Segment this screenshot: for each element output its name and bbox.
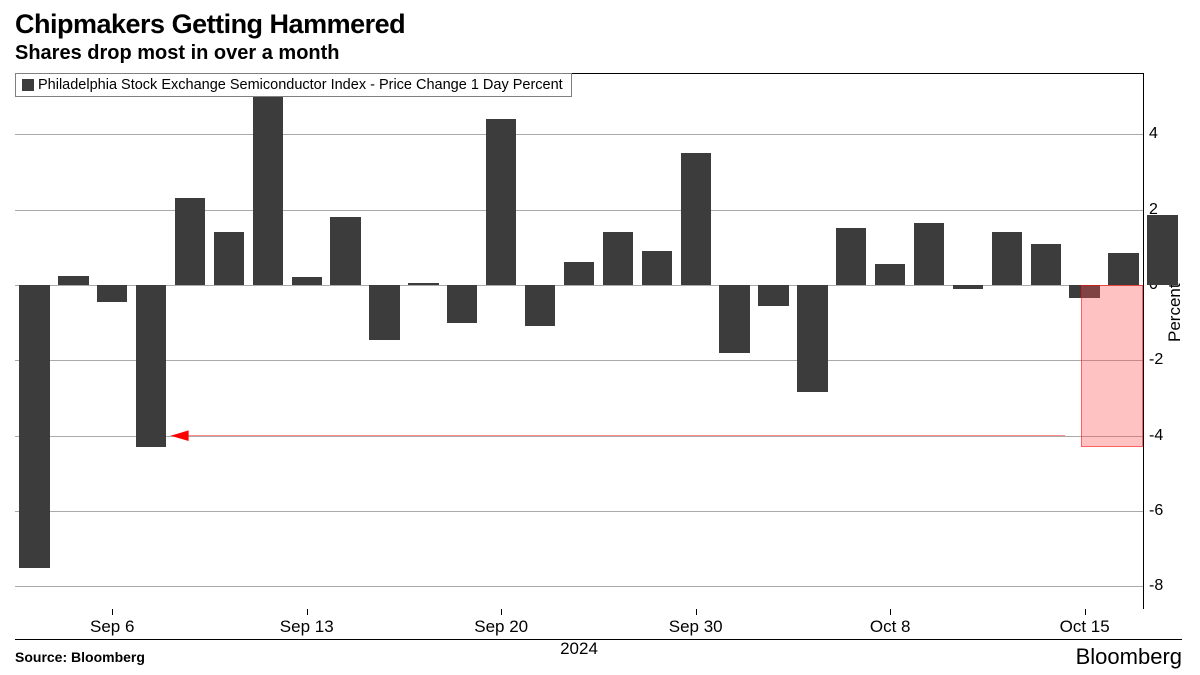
y-tick-label: -4 — [1149, 427, 1163, 445]
x-tick-label: Sep 13 — [280, 617, 334, 637]
y-tick-label: -2 — [1149, 351, 1163, 369]
chart-container: Chipmakers Getting Hammered Shares drop … — [0, 0, 1200, 675]
legend-swatch — [22, 79, 34, 91]
x-tick-label: Oct 15 — [1060, 617, 1110, 637]
x-tick-label: Sep 6 — [90, 617, 134, 637]
y-tick-label: -6 — [1149, 502, 1163, 520]
x-tick — [890, 609, 891, 615]
annotation-arrow — [15, 74, 1143, 609]
x-tick — [1085, 609, 1086, 615]
plot-area: Percent 2024 -8-6-4-2024Sep 6Sep 13Sep 2… — [15, 73, 1144, 609]
x-tick — [696, 609, 697, 615]
x-tick-label: Sep 30 — [669, 617, 723, 637]
legend-label: Philadelphia Stock Exchange Semiconducto… — [38, 77, 563, 93]
x-tick-label: Sep 20 — [474, 617, 528, 637]
x-tick — [501, 609, 502, 615]
chart-area: Philadelphia Stock Exchange Semiconducto… — [15, 73, 1144, 609]
y-tick-label: 4 — [1149, 125, 1158, 143]
y-axis-label: Percent — [1165, 283, 1185, 342]
y-tick-label: -8 — [1149, 577, 1163, 595]
x-tick-label: Oct 8 — [870, 617, 911, 637]
bar — [1147, 215, 1177, 285]
chart-title: Chipmakers Getting Hammered — [15, 10, 1182, 40]
brand-logo: Bloomberg — [1076, 644, 1182, 670]
x-tick — [307, 609, 308, 615]
footer: Source: Bloomberg Bloomberg — [15, 639, 1182, 670]
legend: Philadelphia Stock Exchange Semiconducto… — [15, 73, 572, 97]
source-text: Source: Bloomberg — [15, 649, 145, 665]
x-tick — [112, 609, 113, 615]
chart-subtitle: Shares drop most in over a month — [15, 42, 1182, 65]
